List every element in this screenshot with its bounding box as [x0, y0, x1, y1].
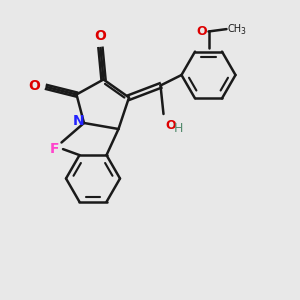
Text: O: O	[165, 119, 175, 132]
Text: CH: CH	[228, 24, 242, 34]
Text: O: O	[94, 29, 106, 44]
Text: O: O	[196, 25, 207, 38]
Text: H: H	[174, 122, 183, 134]
Text: O: O	[28, 79, 40, 92]
Text: 3: 3	[240, 27, 245, 36]
Text: F: F	[50, 142, 59, 155]
Text: N: N	[73, 114, 84, 128]
